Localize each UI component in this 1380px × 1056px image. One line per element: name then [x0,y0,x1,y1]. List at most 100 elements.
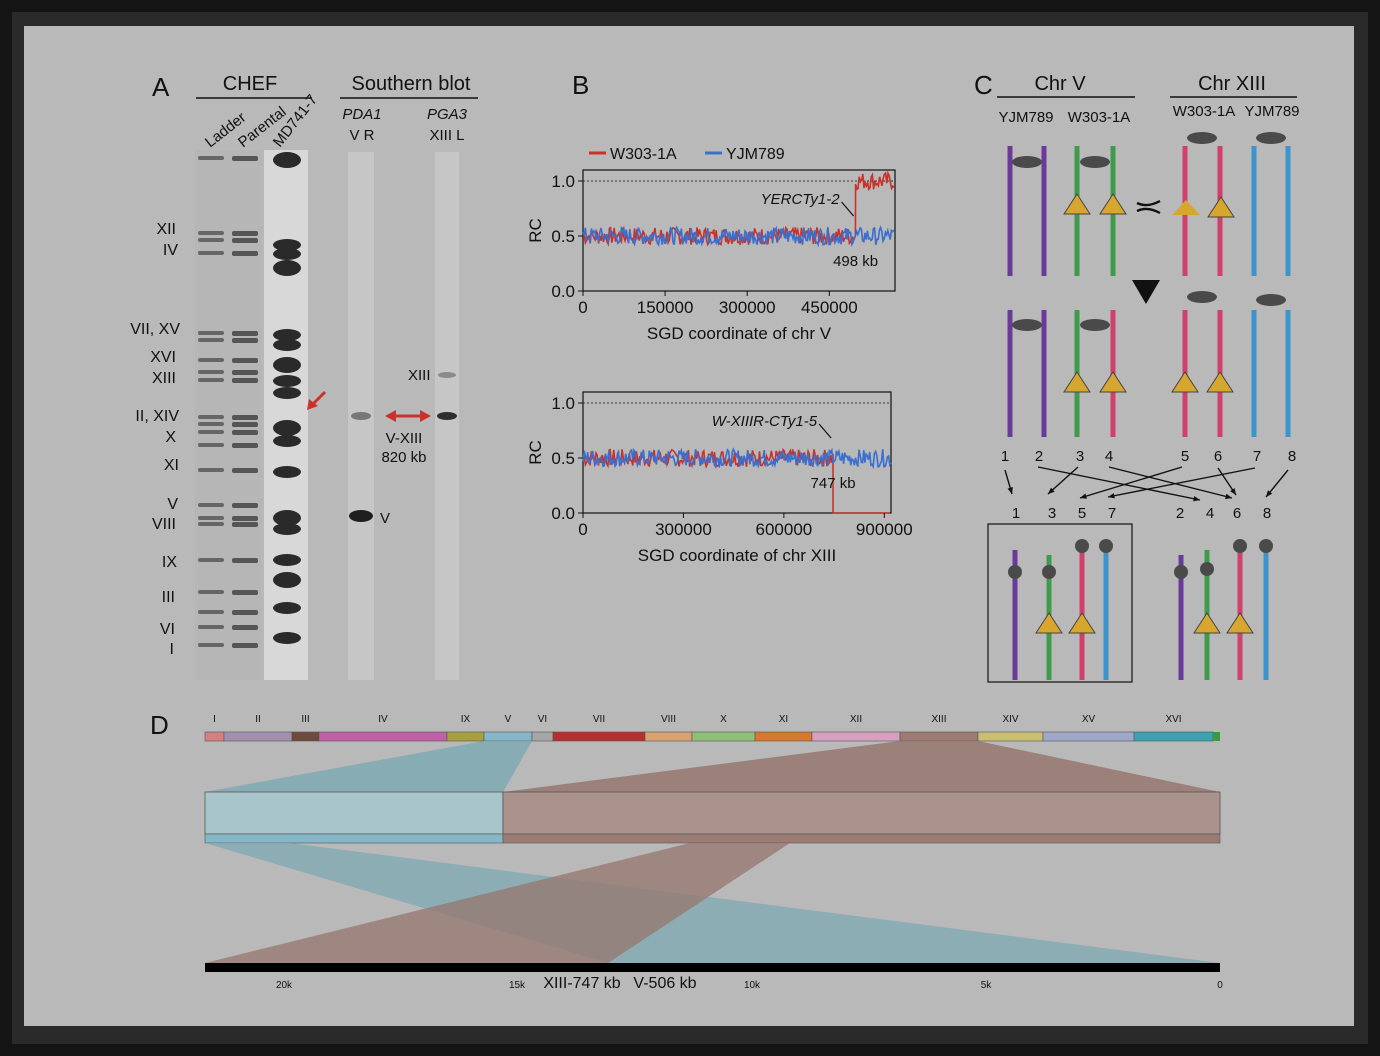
ty1-element [1063,193,1091,215]
chromosome-segment-I [204,731,225,742]
chrom-label: XI [164,457,179,474]
daughter-number: 4 [1206,505,1214,522]
chromosome-name: IV [378,714,388,725]
gel-bands [198,152,457,648]
breakpoint-annotation: W-XIIIR-CTy1-5 [712,413,818,430]
chromosome-name: VII [593,714,605,725]
ty1-element [1193,612,1221,634]
breakpoint-label: 498 kb [833,253,878,270]
segregation-arrow [1047,466,1079,495]
chromosome-segment-XIII [899,731,979,742]
gel-band [232,251,258,256]
legend-label-w303: W303-1A [610,146,677,163]
gel-band [273,357,301,373]
gel-band [198,422,224,426]
gel-band [232,503,258,508]
chrom-label: XVI [150,349,176,366]
daughter-number: 8 [1263,505,1271,522]
panel-d: D I II III IV IX V VI VII VIII X XI XII XIII XIV XV XVI… [150,710,1223,992]
gel-band [198,156,224,160]
zoom-region-v [204,791,504,835]
chromosome-segment-III [291,731,320,742]
chromatid-number: 8 [1288,448,1296,465]
gel-band [198,378,224,382]
blot-label-v: V [380,510,390,527]
annotation-arrow [841,201,855,217]
gel-band [273,339,301,351]
x-tick-label: 600000 [756,520,813,539]
panel-a: A CHEF Southern blot Ladder Parental MD7… [130,72,478,680]
chrom-label: XII [156,221,176,238]
zoom-bar-v [204,833,504,844]
series-line-w303-1a [582,447,890,514]
chef-header: CHEF [223,73,277,95]
gel-band [232,358,258,363]
crossover-mark [1136,199,1161,215]
junction-label-xiii: XIII-747 kb [543,975,620,992]
viable-daughter-box [987,523,1133,683]
chromosome-segment-IX [446,731,485,742]
daughter-number: 6 [1233,505,1241,522]
chrom-label: VII, XV [130,321,180,338]
panel-d-letter: D [150,710,169,740]
gel-band [232,422,258,427]
chromosome-segment-XVI [1133,731,1214,742]
centromere [1099,539,1113,553]
y-tick-label: 0.5 [551,227,575,246]
ty1-element [1226,612,1254,634]
chromosome-name: V [505,714,512,725]
chrom-label: XIII [152,370,176,387]
centromere [1174,565,1188,579]
scale-tick-label: 15k [509,980,526,991]
chromatid-number: 7 [1253,448,1261,465]
chromosome-segment-II [223,731,293,742]
segregation-arrow [1079,466,1183,499]
gel-band [232,522,258,527]
chrom-label: I [170,641,174,658]
blot-band-fusion [437,412,457,420]
segregation-arrow [1107,467,1256,498]
blot-label-xiii: XIII [408,367,431,384]
chart-legend: W303-1A YJM789 [589,146,785,163]
gel-band [232,156,258,161]
chromatid-number: 1 [1001,448,1009,465]
chromosome-name: VIII [661,714,676,725]
chromosome-segment-mito [1213,732,1220,741]
strain-label: W303-1A [1173,103,1236,120]
blot-band-fusion [351,412,371,420]
chromatid-number: 4 [1105,448,1113,465]
chromosome-name: I [213,714,216,725]
scale-tick-label: 10k [744,980,761,991]
fusion-size: 820 kb [381,449,426,466]
segregation-arrow [1037,466,1201,501]
x-axis-label: SGD coordinate of chr V [647,324,832,343]
gel-band [273,260,301,276]
gel-band [198,468,224,472]
probe2-arm: XIII L [429,127,464,144]
breakpoint-label: 747 kb [811,475,856,492]
gel-band [198,370,224,374]
centromere [1187,291,1217,303]
rc-chart-chr-xiii: 0.0 0.5 1.0 0 300000 600000 900000 RC SGD coordi… [526,391,913,565]
gel-band [273,602,301,614]
gel-band [198,643,224,647]
gel-band [198,338,224,342]
centromere [1233,539,1247,553]
gel-band [273,510,301,526]
x-axis-label: SGD coordinate of chr XIII [638,546,836,565]
panel-c: C Chr V Chr XIII YJM789 W303-1A W303-1A … [974,70,1300,683]
gel-band [232,231,258,236]
chromosome-name: X [720,714,727,725]
gel-band [232,643,258,648]
centromere [1200,562,1214,576]
y-tick-label: 0.5 [551,449,575,468]
gel-band [232,370,258,375]
chromosome-name: XVI [1165,714,1181,725]
centromere [1187,132,1217,144]
y-axis-label: RC [526,440,545,465]
gel-band [273,248,301,260]
panel-b: B W303-1A YJM789 0.0 0.5 1.0 0 150000 300000 4… [526,70,913,565]
centromere [1012,319,1042,331]
probe2-name: PGA3 [427,106,468,123]
